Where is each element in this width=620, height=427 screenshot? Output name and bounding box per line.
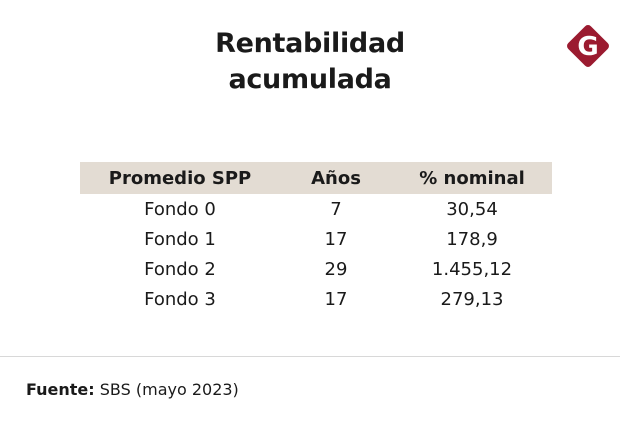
chart-title: Rentabilidad acumulada: [160, 26, 460, 98]
chart-title-line-2: acumulada: [228, 64, 392, 95]
brand-logo-icon: G: [567, 25, 609, 67]
column-header: Promedio SPP: [80, 162, 280, 194]
table-row: Fondo 0 7 30,54: [80, 194, 552, 224]
table-row: Fondo 1 17 178,9: [80, 224, 552, 254]
fund-name-cell: Fondo 0: [144, 198, 216, 220]
nominal-return-cell: 30,54: [446, 198, 498, 220]
table-row: Fondo 2 29 1.455,12: [80, 254, 552, 284]
footer-divider: [0, 356, 620, 357]
years-cell: 17: [324, 228, 348, 250]
chart-title-line-1: Rentabilidad: [215, 28, 405, 59]
returns-table: Promedio SPP Años % nominal Fondo 0 7 30…: [80, 162, 552, 314]
table-row: Fondo 3 17 279,13: [80, 284, 552, 314]
source-note: Fuente: SBS (mayo 2023): [26, 380, 239, 399]
column-header: % nominal: [392, 162, 552, 194]
column-header: Años: [280, 162, 392, 194]
nominal-return-cell: 178,9: [446, 228, 498, 250]
nominal-return-cell: 1.455,12: [431, 258, 513, 280]
years-cell: 29: [324, 258, 348, 280]
fund-name-cell: Fondo 2: [144, 258, 216, 280]
fund-name-cell: Fondo 1: [144, 228, 216, 250]
logo-letter: G: [577, 32, 598, 62]
table-header-row: Promedio SPP Años % nominal: [80, 162, 552, 194]
years-cell: 7: [330, 198, 342, 220]
years-cell: 17: [324, 288, 348, 310]
source-label: Fuente:: [26, 380, 95, 399]
fund-name-cell: Fondo 3: [144, 288, 216, 310]
nominal-return-cell: 279,13: [440, 288, 504, 310]
source-text: SBS (mayo 2023): [99, 380, 239, 399]
